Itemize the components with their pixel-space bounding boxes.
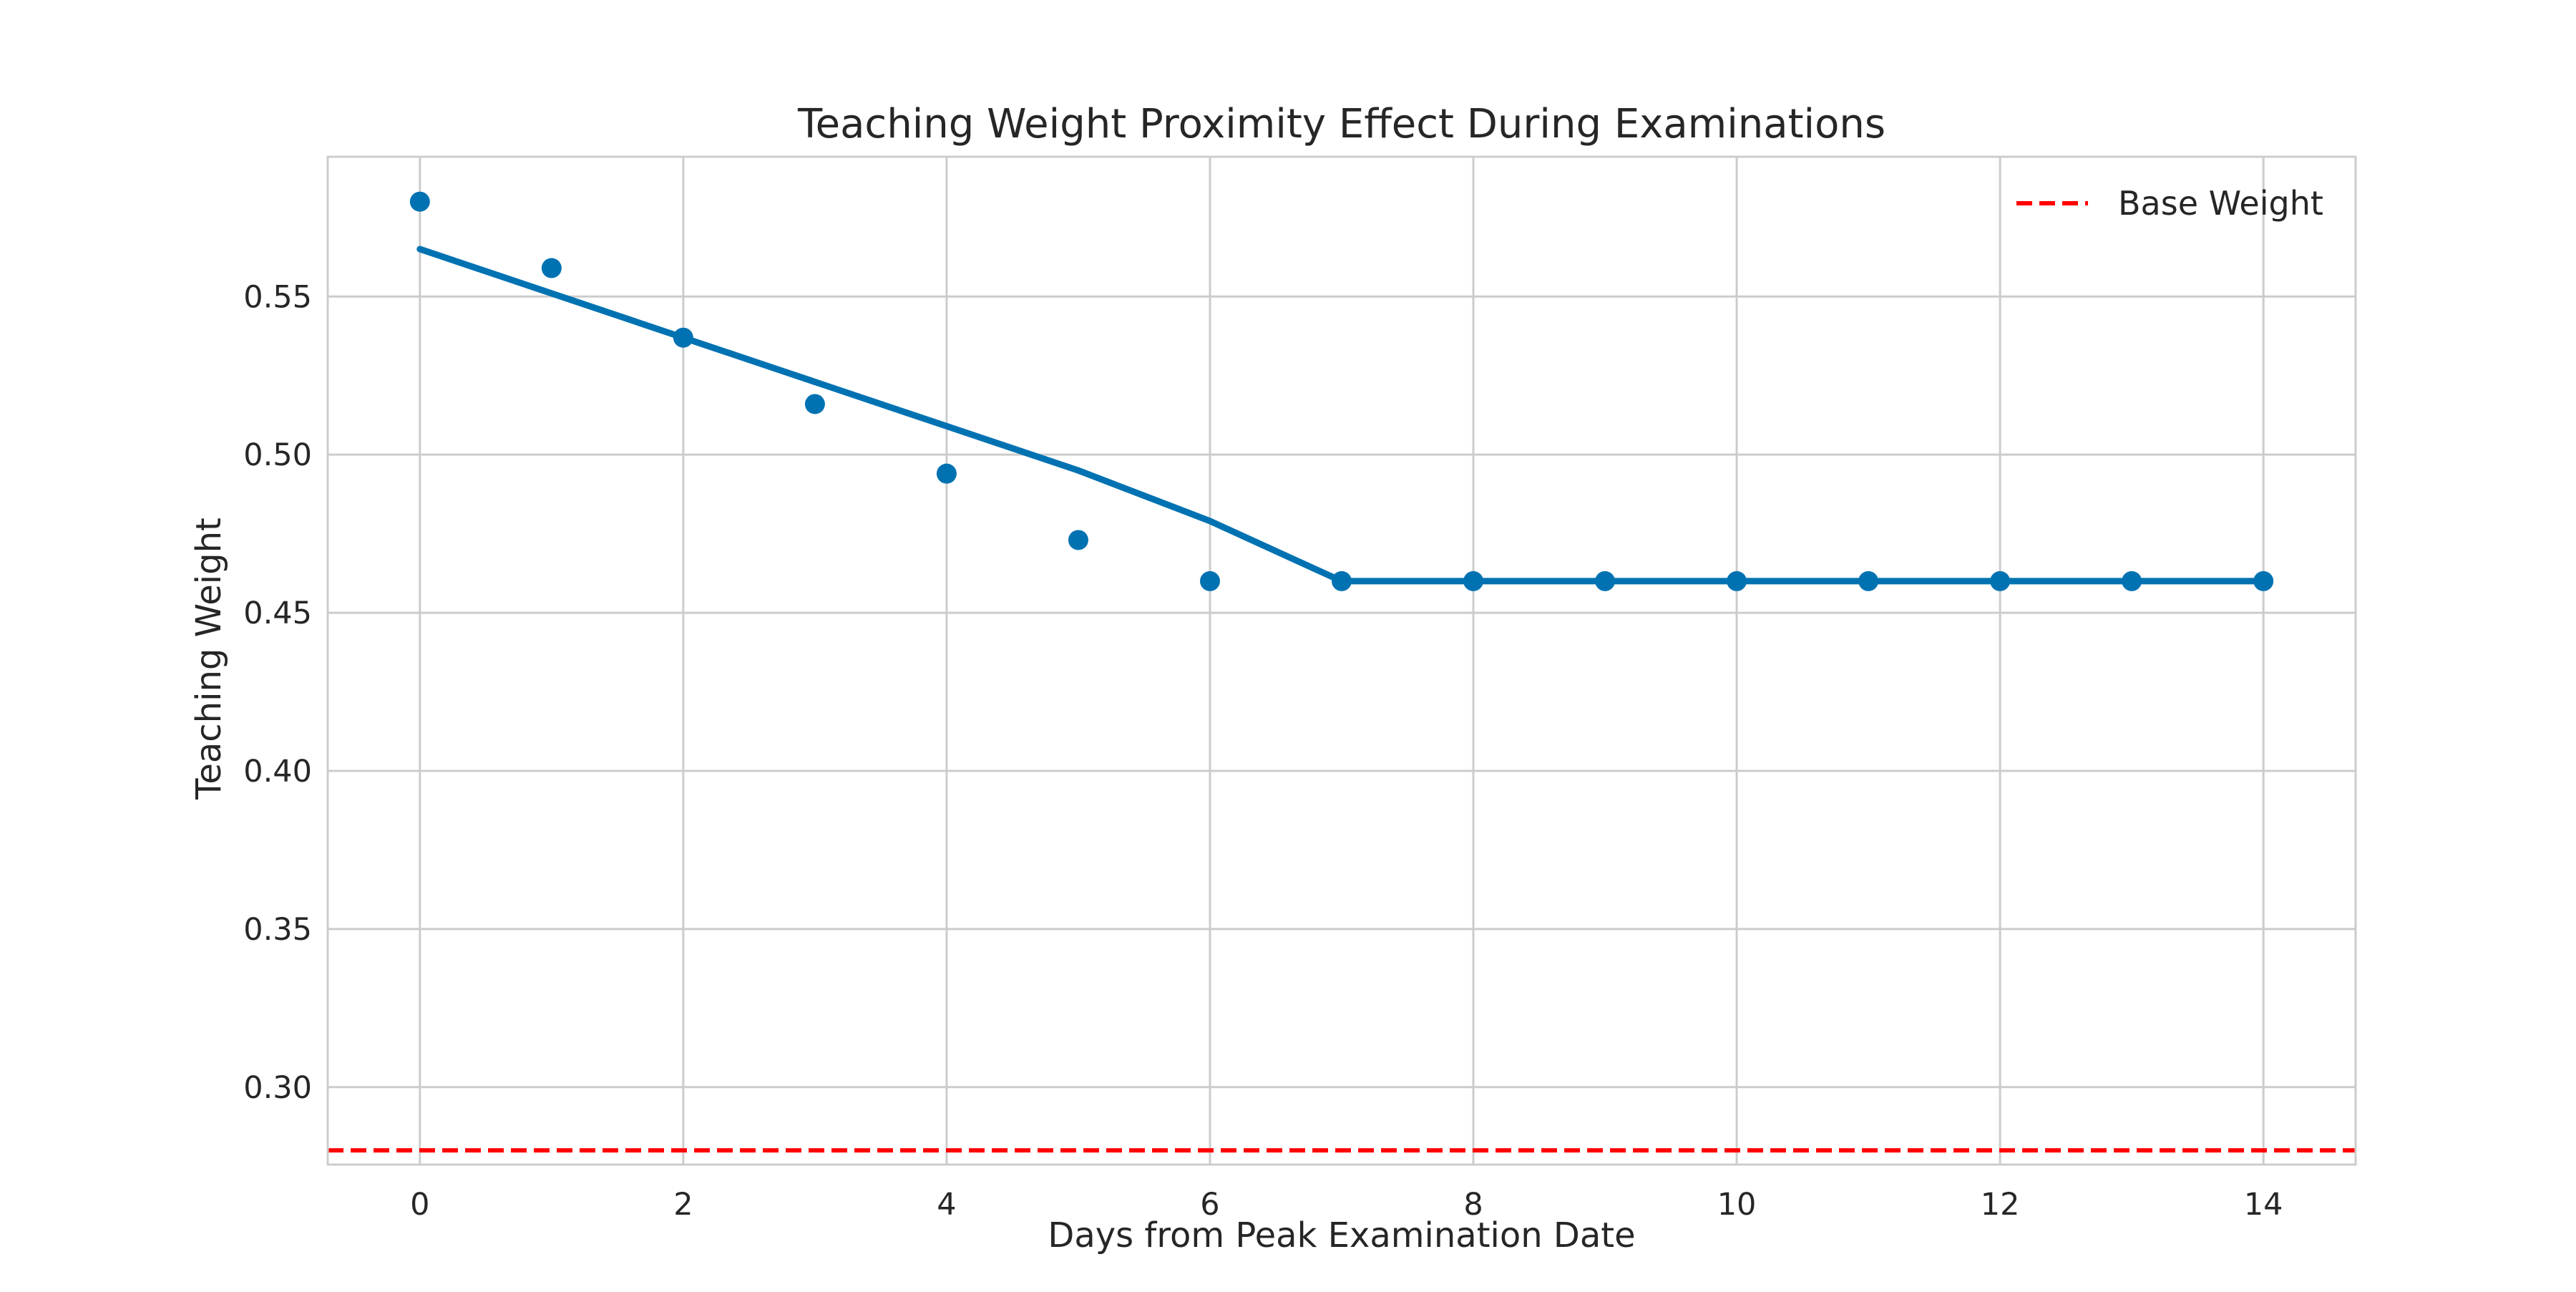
y-tick-label: 0.35 — [243, 912, 312, 948]
legend: Base Weight — [2016, 184, 2323, 223]
y-axis-label: Teaching Weight — [189, 518, 229, 800]
data-point — [1068, 530, 1088, 550]
x-axis-label: Days from Peak Examination Date — [1048, 1215, 1635, 1255]
y-tick-label: 0.45 — [243, 596, 312, 631]
x-tick-label: 12 — [1981, 1187, 2020, 1223]
trend-line — [416, 246, 2267, 585]
y-tick-label: 0.50 — [243, 437, 312, 473]
y-tick-label: 0.30 — [243, 1070, 312, 1106]
grid — [328, 157, 2356, 1165]
data-point — [409, 191, 430, 212]
plot-frame — [326, 155, 2357, 1166]
legend-label-base-weight: Base Weight — [2118, 184, 2323, 223]
chart-title: Teaching Weight Proximity Effect During … — [797, 101, 1885, 147]
plot-data — [328, 191, 2356, 1153]
tick-labels: 0 2 4 6 8 10 12 14 0.30 0.35 0.40 0.45 0.50 0.55 — [243, 279, 2283, 1223]
x-tick-label: 14 — [2244, 1187, 2283, 1223]
data-point — [936, 463, 957, 484]
data-point — [804, 394, 825, 414]
x-tick-label: 6 — [1200, 1187, 1219, 1223]
y-tick-label: 0.55 — [243, 279, 312, 315]
y-tick-label: 0.40 — [243, 754, 312, 790]
data-point — [541, 258, 562, 278]
x-tick-label: 4 — [937, 1187, 956, 1223]
x-tick-label: 0 — [410, 1187, 429, 1223]
x-tick-label: 2 — [673, 1187, 693, 1223]
x-tick-label: 8 — [1463, 1187, 1483, 1223]
x-tick-label: 10 — [1717, 1187, 1757, 1223]
data-point — [1199, 570, 1220, 591]
